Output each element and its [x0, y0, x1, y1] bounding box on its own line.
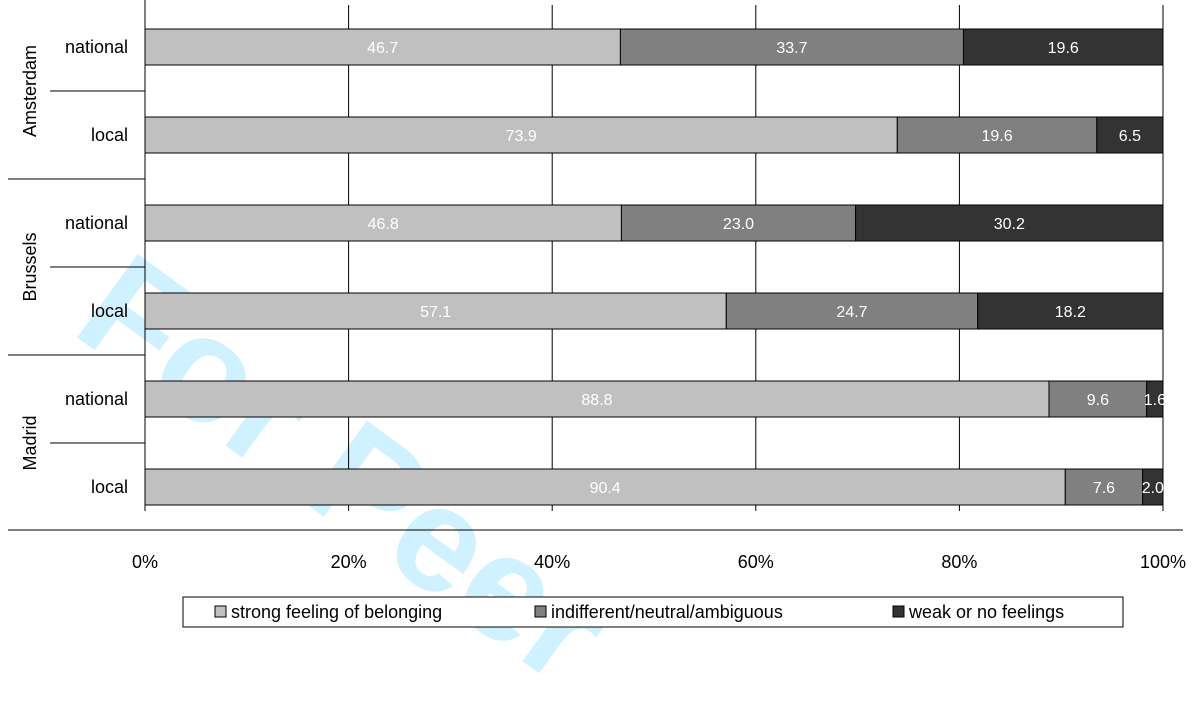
data-label: 88.8 [581, 392, 612, 409]
bar-segment [896, 116, 1098, 154]
axes [8, 0, 1183, 531]
bar-segment [144, 116, 898, 154]
bar-segment [977, 292, 1164, 330]
bar-segment [1096, 116, 1164, 154]
data-label: 2.0 [1142, 480, 1164, 497]
x-tick-label: 80% [941, 552, 977, 572]
legend-swatch [892, 605, 905, 618]
bar-segment [619, 28, 964, 66]
bar-segment [144, 204, 622, 242]
category-label: national [65, 213, 128, 233]
data-label: 46.7 [367, 40, 398, 57]
category-labels: Amsterdam national local Brussels national lo… [20, 37, 128, 497]
bar-segment [962, 28, 1164, 66]
x-tick-label: 20% [331, 552, 367, 572]
data-label: 7.6 [1093, 480, 1115, 497]
x-tick-labels: 0% 20% 40% 60% 80% 100% [132, 552, 1186, 572]
data-label: 19.6 [981, 128, 1012, 145]
legend-label: strong feeling of belonging [231, 602, 442, 622]
data-label: 24.7 [836, 304, 867, 321]
group-label: Amsterdam [20, 45, 40, 137]
group-label: Brussels [20, 232, 40, 301]
bar-segment [144, 28, 621, 66]
data-label: 90.4 [590, 480, 621, 497]
data-label: 73.9 [506, 128, 537, 145]
data-label: 57.1 [420, 304, 451, 321]
category-label: local [91, 301, 128, 321]
data-label: 46.8 [368, 216, 399, 233]
x-tick-label: 100% [1140, 552, 1186, 572]
bar-segment [1146, 380, 1164, 418]
category-label: national [65, 389, 128, 409]
legend-label: weak or no feelings [908, 602, 1064, 622]
category-label: local [91, 125, 128, 145]
bar-segment [855, 204, 1164, 242]
x-tick-label: 60% [738, 552, 774, 572]
stacked-bar-chart: 46.7 33.7 19.6 73.9 19.6 6.5 46.8 23.0 30.2 57.1 2… [8, 0, 1186, 628]
data-label: 6.5 [1119, 128, 1141, 145]
legend-swatch [214, 605, 227, 618]
category-label: national [65, 37, 128, 57]
legend: strong feeling of belonging indifferent/n… [182, 596, 1124, 628]
x-tick-label: 0% [132, 552, 158, 572]
bar-segment [725, 292, 979, 330]
gridlines [348, 5, 1164, 505]
bar-segment [1142, 468, 1164, 506]
bar-segment [144, 468, 1066, 506]
bars: 46.7 33.7 19.6 73.9 19.6 6.5 46.8 23.0 30.2 57.1 2… [144, 28, 1166, 506]
data-label: 1.6 [1144, 392, 1166, 409]
data-label: 19.6 [1048, 40, 1079, 57]
category-label: local [91, 477, 128, 497]
data-label: 23.0 [723, 216, 754, 233]
legend-label: indifferent/neutral/ambiguous [551, 602, 783, 622]
group-label: Madrid [20, 415, 40, 470]
legend-box [182, 596, 1124, 628]
x-tick-label: 40% [534, 552, 570, 572]
bar-segment [1064, 468, 1144, 506]
data-label: 30.2 [994, 216, 1025, 233]
legend-swatch [534, 605, 547, 618]
data-label: 33.7 [776, 40, 807, 57]
data-label: 18.2 [1055, 304, 1086, 321]
data-label: 9.6 [1087, 392, 1109, 409]
